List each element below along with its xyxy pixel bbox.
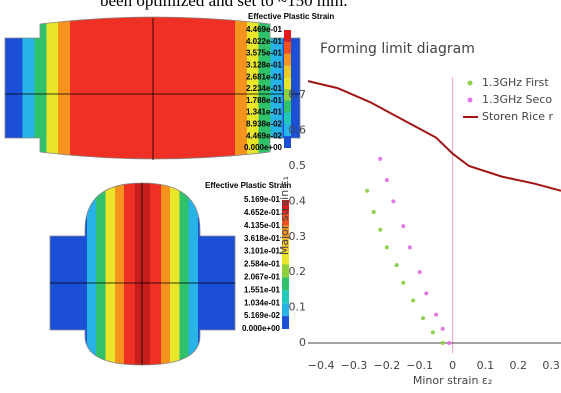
colorbar-label: 1.341e-01 (246, 108, 283, 117)
y-axis-label: Major strain ε₁ (278, 176, 291, 255)
colorbar-label: 1.551e-01 (244, 285, 281, 294)
scatter-point (365, 189, 369, 193)
colorbar-label: 3.101e-01 (244, 247, 281, 256)
colorbar-label: 2.234e-01 (246, 84, 283, 93)
scatter-point (401, 281, 405, 285)
y-tick-label: 0.7 (289, 88, 307, 101)
colorbar-label: 1.034e-01 (244, 298, 281, 307)
scatter-point (401, 224, 405, 228)
y-tick-label: 0.1 (289, 301, 307, 314)
scatter-point (434, 313, 438, 317)
contour-bottom (50, 183, 235, 365)
colorbar-segment (282, 277, 289, 290)
scatter-point (391, 199, 395, 203)
y-tick-label: 0 (299, 336, 306, 349)
colorbar-label: 8.938e-02 (246, 120, 283, 129)
x-axis-label: Minor strain ε₂ (413, 374, 492, 387)
x-tick-label: −0.4 (308, 359, 335, 372)
colorbar-segment (284, 42, 291, 54)
colorbar-segment (284, 136, 291, 148)
scatter-point (385, 245, 389, 249)
x-tick-label: −0.3 (341, 359, 368, 372)
scatter-point (418, 270, 422, 274)
x-tick-label: −0.2 (373, 359, 400, 372)
y-tick-label: 0.2 (289, 265, 307, 278)
colorbar-label: 3.618e-01 (244, 234, 281, 243)
colorbar-label: 2.584e-01 (244, 260, 281, 269)
text-fragment: been optimized and set to ~150 mm. (100, 0, 348, 10)
scatter-point (447, 341, 451, 345)
y-tick-label: 0.5 (289, 159, 307, 172)
colorbar-label: 3.128e-01 (246, 61, 283, 70)
colorbar-label: 4.022e-01 (246, 37, 283, 46)
colorbar-label: 1.788e-01 (246, 96, 283, 105)
colorbar-label: 0.000e+00 (242, 324, 281, 333)
y-tick-label: 0.3 (289, 230, 307, 243)
colorbar-label: 5.169e-02 (244, 311, 281, 320)
colorbar-label: 4.135e-01 (244, 221, 281, 230)
contour-shape (50, 183, 235, 365)
scatter-point (385, 178, 389, 182)
x-tick-label: 0 (449, 359, 456, 372)
colorbar-title: Effective Plastic Strain (248, 12, 334, 21)
colorbar-label: 4.469e-02 (246, 131, 283, 140)
scatter-point (372, 210, 376, 214)
scatter-point (408, 245, 412, 249)
legend-label: Storen Rice r (482, 110, 554, 123)
colorbar-label: 0.000e+00 (244, 143, 283, 152)
y-tick-label: 0.6 (289, 124, 307, 137)
scatter-point (424, 291, 428, 295)
legend-label: 1.3GHz First (482, 76, 549, 89)
colorbar-label: 3.575e-01 (246, 49, 283, 58)
legend-swatch (468, 81, 473, 86)
colorbar-label: 4.652e-01 (244, 208, 281, 217)
chart-title: Forming limit diagram (320, 41, 475, 57)
colorbar-segment (284, 65, 291, 77)
colorbar-label: 2.067e-01 (244, 273, 281, 282)
scatter-point (411, 299, 415, 303)
scatter-point (395, 263, 399, 267)
legend-swatch (468, 98, 473, 103)
legend-label: 1.3GHz Seco (482, 93, 552, 106)
y-tick-label: 0.4 (289, 194, 307, 207)
colorbar-segment (284, 54, 291, 66)
x-tick-label: 0.1 (477, 359, 495, 372)
colorbar-label: 4.469e-01 (246, 25, 283, 34)
scatter-point (378, 157, 382, 161)
colorbar-label: 2.681e-01 (246, 72, 283, 81)
colorbar-segment (282, 316, 289, 329)
scatter-point (431, 330, 435, 334)
scatter-point (378, 228, 382, 232)
colorbar-segment (284, 101, 291, 113)
x-tick-label: 0.3 (542, 359, 560, 372)
scatter-point (441, 341, 445, 345)
x-tick-label: 0.2 (510, 359, 528, 372)
colorbar-segment (284, 30, 291, 42)
x-tick-label: −0.1 (406, 359, 433, 372)
scatter-point (441, 327, 445, 331)
page: been optimized and set to ~150 mm. Effec… (0, 0, 561, 389)
scatter-point (421, 316, 425, 320)
colorbar-label: 5.169e-01 (244, 195, 281, 204)
